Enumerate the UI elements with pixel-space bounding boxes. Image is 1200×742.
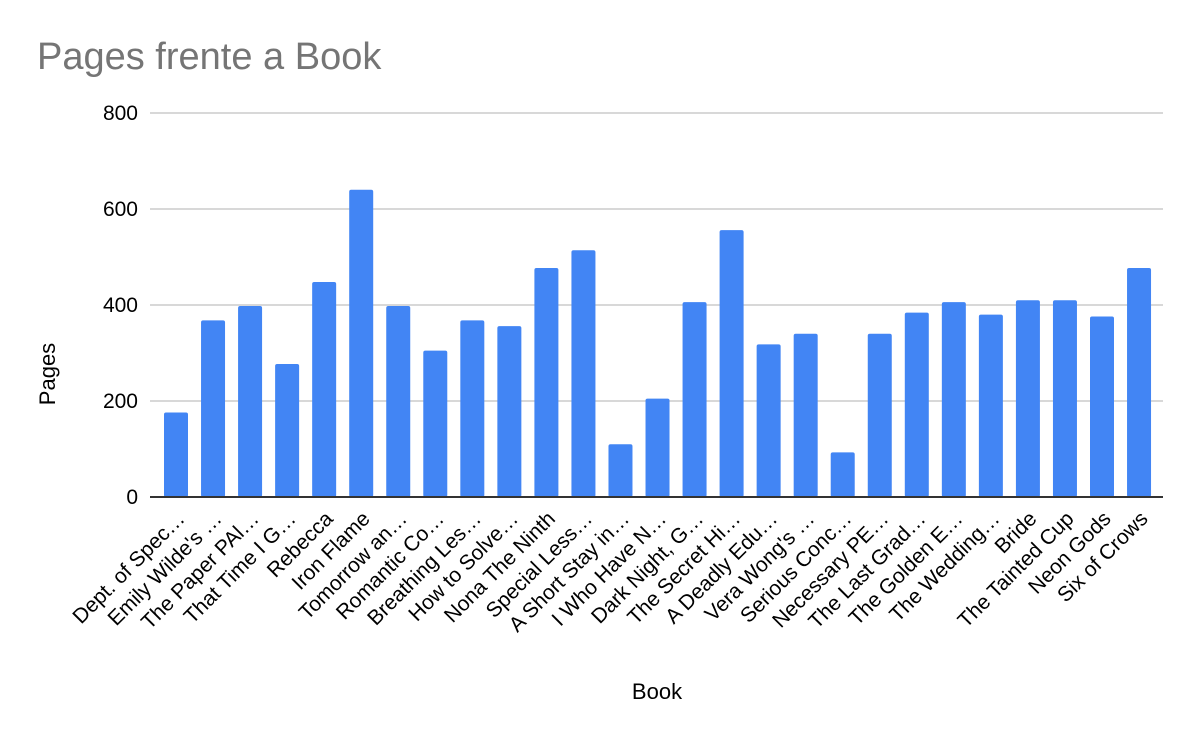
bar xyxy=(534,268,559,497)
bar xyxy=(497,326,522,497)
bar xyxy=(238,305,263,497)
bar xyxy=(941,302,966,497)
chart-title: Pages frente a Book xyxy=(37,36,382,78)
bar xyxy=(645,398,670,497)
bar xyxy=(682,302,707,497)
y-tick-label: 200 xyxy=(103,390,138,413)
bar xyxy=(1090,316,1114,497)
bar xyxy=(867,333,892,497)
bar xyxy=(164,412,188,497)
bar xyxy=(978,314,1003,497)
y-tick-label: 800 xyxy=(103,102,138,125)
y-tick-label: 0 xyxy=(126,486,138,509)
bar xyxy=(349,189,374,498)
y-axis-ticks: 0 200 400 600 800 xyxy=(103,102,138,509)
x-axis-title: Book xyxy=(632,679,683,704)
bar xyxy=(608,444,633,497)
bar xyxy=(386,305,411,497)
y-tick-label: 600 xyxy=(103,198,138,221)
grid-lines xyxy=(150,112,1163,402)
bar xyxy=(830,452,855,497)
bar xyxy=(904,312,929,497)
y-tick-label: 400 xyxy=(103,294,138,317)
bar xyxy=(312,281,337,497)
bar xyxy=(423,350,448,497)
bar xyxy=(571,250,596,497)
bar xyxy=(1015,300,1040,497)
bar xyxy=(719,230,744,497)
x-axis-labels: Dept. of Spec…Emily Wilde's …The Paper P… xyxy=(68,507,1152,637)
bar xyxy=(1052,300,1077,497)
bar xyxy=(793,333,818,497)
bar xyxy=(756,344,781,497)
bar xyxy=(201,320,226,497)
bars xyxy=(164,189,1152,498)
bar xyxy=(1127,268,1152,497)
bar xyxy=(275,364,300,497)
bar xyxy=(460,320,485,497)
y-axis-title: Pages xyxy=(35,343,60,405)
